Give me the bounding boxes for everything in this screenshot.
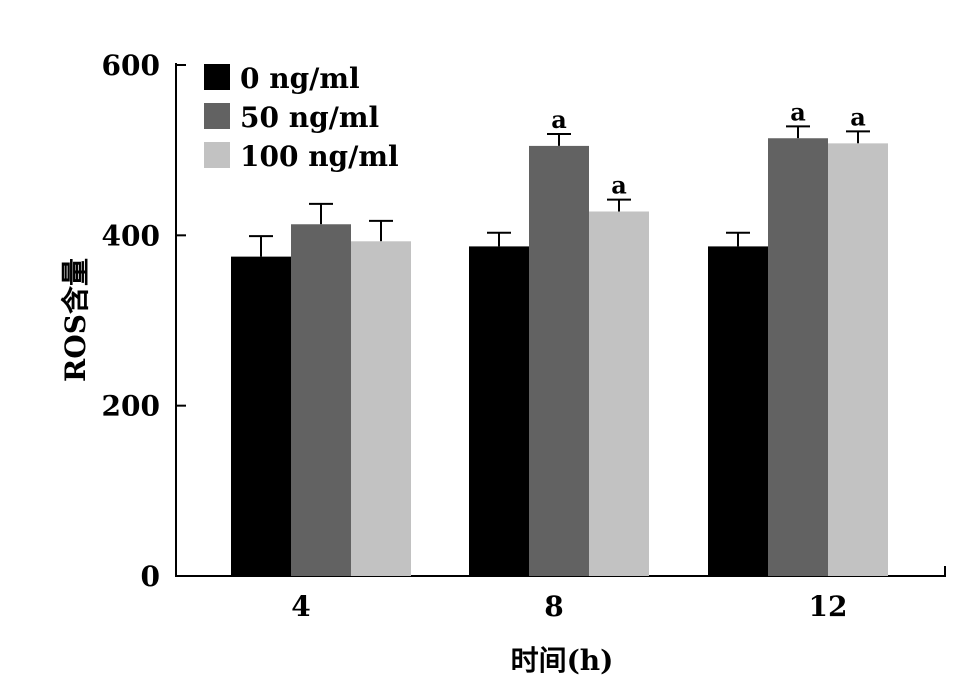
bar <box>231 256 291 576</box>
x-tick-label: 4 <box>291 590 310 623</box>
y-axis-label: ROS含量 <box>59 258 92 382</box>
y-tick-label: 0 <box>141 560 160 593</box>
bar <box>828 143 888 576</box>
x-tick-label: 12 <box>809 590 848 623</box>
bar <box>529 145 589 577</box>
legend-swatch <box>204 142 230 168</box>
significance-label: a <box>611 171 627 200</box>
x-tick-label: 8 <box>544 590 563 623</box>
legend-label: 50 ng/ml <box>240 101 379 134</box>
bar <box>768 138 828 576</box>
legend-swatch <box>204 64 230 90</box>
legend-label: 100 ng/ml <box>240 140 399 173</box>
bar <box>589 211 649 576</box>
significance-label: a <box>551 105 567 134</box>
significance-label: a <box>850 102 866 131</box>
y-tick-label: 600 <box>102 49 160 82</box>
legend-swatch <box>204 103 230 129</box>
x-axis-label: 时间(h) <box>511 644 614 677</box>
y-tick-label: 200 <box>102 390 160 423</box>
bar <box>291 224 351 577</box>
legend-label: 0 ng/ml <box>240 62 360 95</box>
bar <box>469 246 529 576</box>
bar <box>351 241 411 577</box>
y-tick-label: 400 <box>102 219 160 252</box>
significance-label: a <box>790 97 806 126</box>
bar <box>708 246 768 576</box>
